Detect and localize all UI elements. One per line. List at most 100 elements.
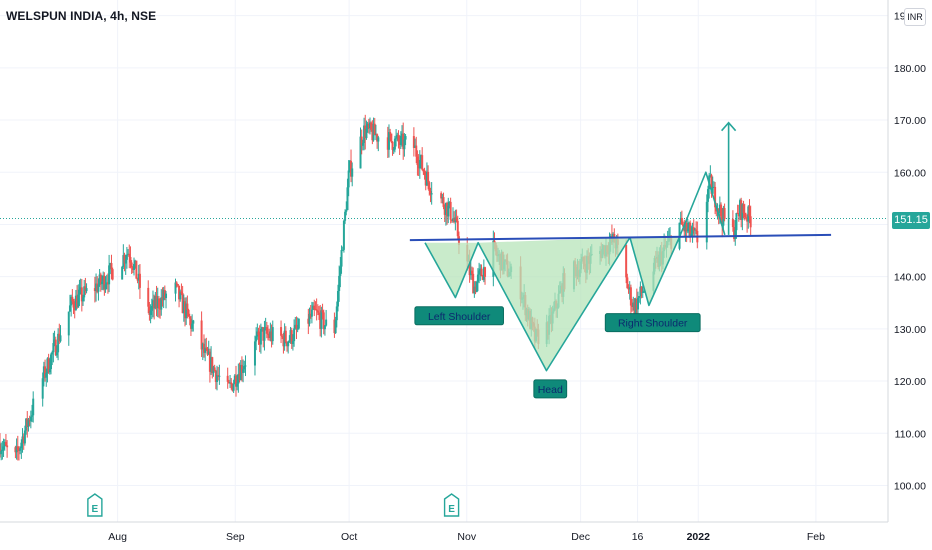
candle-body	[743, 212, 746, 218]
currency-button[interactable]: INR	[904, 8, 926, 26]
candle-body	[256, 331, 259, 337]
target-arrow[interactable]	[721, 121, 737, 235]
candle-body	[350, 160, 353, 177]
candle-body	[475, 281, 478, 293]
neckline[interactable]	[409, 233, 832, 242]
candle-body	[469, 270, 472, 276]
candle-body	[364, 125, 367, 139]
candle-body	[267, 333, 270, 335]
candle-body	[631, 305, 634, 307]
candle-body	[147, 287, 150, 307]
candle-body	[747, 206, 750, 222]
candle-body	[626, 277, 629, 289]
y-tick-label: 130.00	[894, 324, 926, 336]
candle-body	[281, 335, 284, 337]
candle-body	[233, 375, 236, 384]
candle-body	[21, 436, 24, 443]
candle-body	[682, 224, 685, 227]
candle-body	[419, 155, 422, 161]
time-axis[interactable]: Aug Sep Oct Nov Dec 16 2022 Feb	[0, 521, 888, 543]
candle-body	[714, 186, 717, 208]
candle-body	[232, 383, 235, 391]
candle-body	[634, 299, 637, 315]
candle-body	[695, 229, 698, 231]
right-shoulder-area	[629, 237, 680, 306]
candle-body	[718, 204, 721, 214]
candle-body	[153, 300, 156, 309]
candle-body	[291, 341, 294, 344]
candle-body	[442, 197, 445, 207]
candle-body	[255, 336, 258, 342]
candle-body	[709, 175, 712, 177]
candle-body	[128, 253, 131, 257]
candle-body	[79, 287, 82, 290]
candle-body	[46, 358, 49, 373]
candle-body	[740, 200, 743, 220]
candle-body	[201, 343, 204, 350]
candle-body	[338, 275, 341, 292]
candle-body	[710, 175, 713, 194]
candle-body	[731, 218, 734, 228]
candle-body	[351, 168, 354, 177]
candle-body	[642, 290, 645, 292]
candle-body	[735, 213, 738, 231]
candle-body	[154, 296, 157, 309]
candle-body	[58, 333, 61, 342]
candle-body	[424, 175, 427, 186]
candle-body	[363, 125, 366, 144]
candle-body	[257, 331, 260, 335]
candle-body	[737, 213, 740, 217]
candle-body	[333, 319, 336, 334]
candle-body	[82, 297, 85, 302]
candle-body	[444, 202, 447, 215]
candle-body	[53, 339, 56, 344]
candle-body	[23, 430, 26, 444]
candle-body	[136, 278, 139, 281]
candle-body	[283, 330, 286, 347]
candle-body	[693, 229, 696, 231]
candle-body	[472, 273, 475, 294]
candle-body	[186, 303, 189, 310]
candle-body	[448, 201, 451, 206]
candle-body	[243, 366, 246, 370]
candle-body	[149, 310, 152, 315]
candle-body	[473, 286, 476, 294]
left-shoulder-area	[425, 242, 479, 298]
candle-body	[187, 309, 190, 317]
candle-body	[628, 287, 631, 290]
candle-body	[137, 273, 140, 281]
candle-body	[734, 230, 737, 240]
price-axis[interactable]: 100.00110.00120.00130.00140.00150.00160.…	[887, 0, 926, 522]
arrow-head	[721, 121, 737, 132]
candle-body	[54, 339, 57, 356]
candle-body	[125, 254, 128, 260]
candle-body	[748, 206, 751, 217]
head-area	[478, 237, 630, 371]
candle-body	[736, 213, 739, 215]
candle-body	[288, 340, 291, 342]
candle-body	[127, 253, 130, 255]
candle-body	[705, 201, 708, 243]
candle-body	[80, 287, 83, 302]
candle-body	[109, 263, 112, 266]
candle-body	[429, 190, 432, 195]
candles	[0, 114, 752, 461]
candle-body	[447, 205, 450, 217]
candle-body	[55, 352, 58, 356]
candle-body	[389, 132, 392, 134]
candle-body	[395, 137, 398, 139]
candle-body	[414, 145, 417, 148]
candle-body	[347, 170, 350, 188]
candle-body	[178, 285, 181, 300]
candle-body	[188, 316, 191, 319]
candle-body	[123, 255, 126, 264]
candle-body	[202, 343, 205, 353]
x-tick-label: Dec	[571, 531, 590, 543]
candle-body	[334, 320, 337, 334]
candle-body	[70, 296, 73, 306]
candle-body	[76, 295, 79, 308]
candle-body	[430, 193, 433, 195]
candle-body	[73, 307, 76, 311]
